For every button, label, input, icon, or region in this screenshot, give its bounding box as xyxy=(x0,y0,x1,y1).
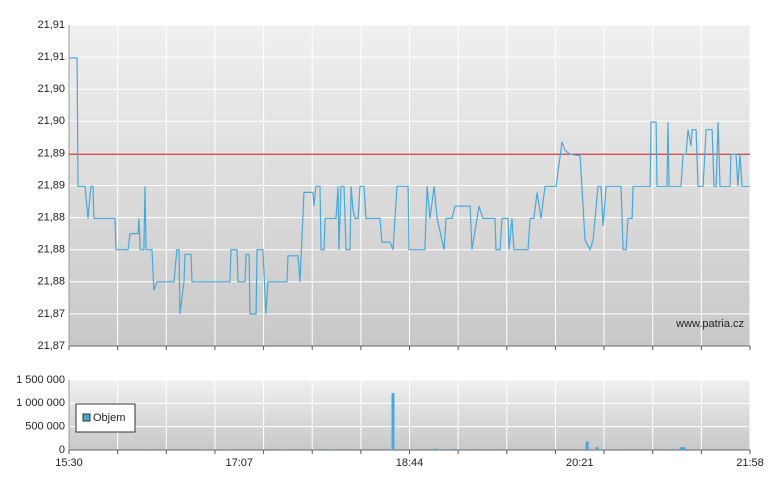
x-tick-label: 18:44 xyxy=(396,457,424,469)
legend-label: Objem xyxy=(93,412,125,424)
bar xyxy=(595,447,599,450)
x-tick-label: 17:07 xyxy=(225,457,253,469)
y-tick-label: 1 500 000 xyxy=(16,374,65,386)
y-tick-label: 21,88 xyxy=(37,212,65,224)
y-tick-label: 0 xyxy=(59,444,65,456)
y-tick-label: 21,87 xyxy=(37,340,65,352)
y-tick-label: 21,88 xyxy=(37,244,65,256)
y-tick-label: 21,89 xyxy=(37,179,65,191)
bar xyxy=(585,441,589,450)
bar xyxy=(679,447,683,450)
y-tick-label: 21,91 xyxy=(37,19,65,31)
y-tick-label: 21,90 xyxy=(37,115,65,127)
bar xyxy=(226,449,230,450)
y-tick-label: 21,89 xyxy=(37,147,65,159)
y-tick-label: 500 000 xyxy=(25,421,65,433)
watermark: www.patria.cz xyxy=(675,318,744,330)
x-tick-label: 21:58 xyxy=(736,457,764,469)
bar xyxy=(453,448,457,450)
x-tick-label: 15:30 xyxy=(55,457,83,469)
bar xyxy=(201,449,205,450)
price-line xyxy=(69,57,750,315)
y-tick-label: 1 000 000 xyxy=(16,397,65,409)
bar xyxy=(328,449,332,450)
bar xyxy=(746,449,750,450)
bar xyxy=(213,449,217,450)
bar xyxy=(358,449,362,450)
legend-swatch xyxy=(82,413,91,422)
y-tick-label: 21,88 xyxy=(37,276,65,288)
bar xyxy=(145,449,149,450)
bar xyxy=(682,447,686,450)
y-tick-label: 21,91 xyxy=(37,51,65,63)
y-tick-label: 21,90 xyxy=(37,83,65,95)
bar xyxy=(485,449,489,450)
bar xyxy=(391,393,395,450)
bar xyxy=(281,449,285,450)
x-tick-label: 20:21 xyxy=(566,457,594,469)
bar xyxy=(613,449,617,450)
y-tick-label: 21,87 xyxy=(37,308,65,320)
bar xyxy=(433,448,437,450)
